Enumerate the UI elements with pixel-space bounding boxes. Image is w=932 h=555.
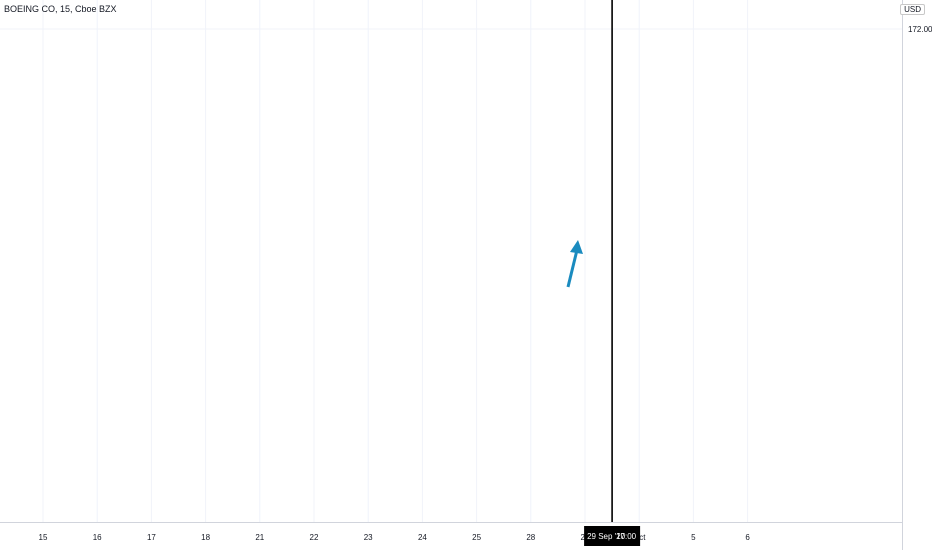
x-tick-label: 17 <box>147 533 156 542</box>
x-tick-label: 18 <box>201 533 210 542</box>
x-tick-label: 21 <box>255 533 264 542</box>
currency-badge[interactable]: USD <box>900 4 925 15</box>
x-tick-label: 28 <box>526 533 535 542</box>
annotation-arrow-head <box>570 240 583 254</box>
chart-title: BOEING CO, 15, Cboe BZX <box>4 4 117 14</box>
x-tick-label: 23 <box>364 533 373 542</box>
x-tick-label: 16 <box>93 533 102 542</box>
x-tick-label: 22 <box>310 533 319 542</box>
x-tick-label: 24 <box>418 533 427 542</box>
x-tick-label: 6 <box>745 533 750 542</box>
crosshair-time: 17:00 <box>616 532 637 541</box>
annotation-arrow-shaft <box>568 250 577 287</box>
grid <box>0 0 902 522</box>
x-tick-label: 15 <box>39 533 48 542</box>
y-tick-label: 172.00 <box>908 25 932 34</box>
annotation-arrow <box>568 240 583 287</box>
x-tick-label: 5 <box>691 533 696 542</box>
x-tick-label: 25 <box>472 533 481 542</box>
